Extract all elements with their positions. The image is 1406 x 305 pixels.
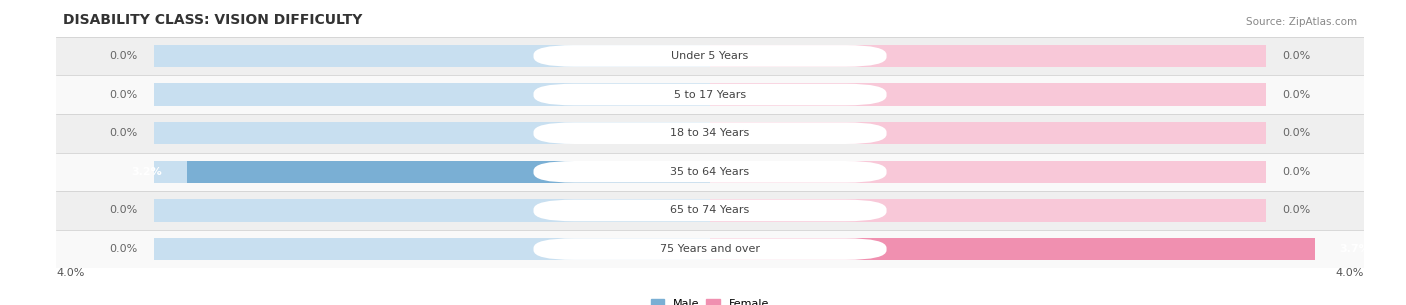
Text: 0.0%: 0.0% — [1282, 167, 1310, 177]
Text: 0.0%: 0.0% — [110, 244, 138, 254]
Bar — [56, 37, 1364, 75]
Text: DISABILITY CLASS: VISION DIFFICULTY: DISABILITY CLASS: VISION DIFFICULTY — [63, 13, 363, 27]
FancyBboxPatch shape — [533, 161, 887, 183]
Text: Under 5 Years: Under 5 Years — [672, 51, 748, 61]
Bar — [56, 75, 1364, 114]
Bar — [710, 83, 1265, 106]
FancyBboxPatch shape — [533, 238, 887, 260]
Bar — [155, 238, 710, 260]
Text: 35 to 64 Years: 35 to 64 Years — [671, 167, 749, 177]
Bar — [710, 199, 1265, 222]
Text: 0.0%: 0.0% — [1282, 90, 1310, 99]
Bar — [710, 238, 1315, 260]
Text: 4.0%: 4.0% — [56, 268, 84, 278]
Bar — [155, 199, 710, 222]
Text: 0.0%: 0.0% — [110, 128, 138, 138]
Text: 3.2%: 3.2% — [132, 167, 163, 177]
Bar — [155, 122, 710, 144]
Text: 5 to 17 Years: 5 to 17 Years — [673, 90, 747, 99]
Text: 3.7%: 3.7% — [1340, 244, 1369, 254]
Bar — [56, 230, 1364, 268]
Bar — [155, 161, 710, 183]
Text: Source: ZipAtlas.com: Source: ZipAtlas.com — [1246, 17, 1357, 27]
Bar — [710, 238, 1265, 260]
Text: 0.0%: 0.0% — [1282, 206, 1310, 215]
Text: 18 to 34 Years: 18 to 34 Years — [671, 128, 749, 138]
Bar — [155, 45, 710, 67]
Bar — [56, 152, 1364, 191]
FancyBboxPatch shape — [533, 200, 887, 221]
Text: 0.0%: 0.0% — [1282, 128, 1310, 138]
FancyBboxPatch shape — [533, 45, 887, 67]
Bar — [56, 191, 1364, 230]
FancyBboxPatch shape — [533, 122, 887, 144]
FancyBboxPatch shape — [533, 84, 887, 105]
Text: 4.0%: 4.0% — [1336, 268, 1364, 278]
Text: 65 to 74 Years: 65 to 74 Years — [671, 206, 749, 215]
Text: 0.0%: 0.0% — [110, 206, 138, 215]
Bar — [56, 114, 1364, 152]
Legend: Male, Female: Male, Female — [647, 295, 773, 305]
Text: 0.0%: 0.0% — [1282, 51, 1310, 61]
Bar — [710, 122, 1265, 144]
Text: 0.0%: 0.0% — [110, 90, 138, 99]
Text: 0.0%: 0.0% — [110, 51, 138, 61]
Bar — [710, 161, 1265, 183]
Bar — [155, 83, 710, 106]
Bar — [710, 45, 1265, 67]
Bar — [187, 161, 710, 183]
Text: 75 Years and over: 75 Years and over — [659, 244, 761, 254]
